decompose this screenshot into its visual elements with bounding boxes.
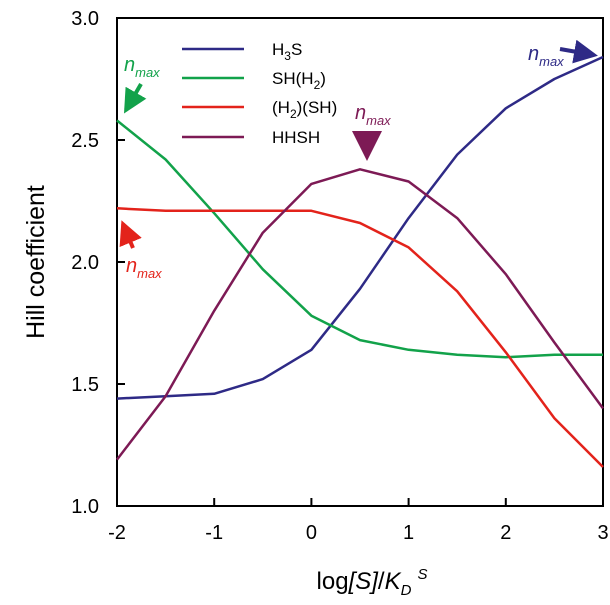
x-axis-title-bracket: [S]	[348, 568, 380, 595]
y-tick-label: 1.0	[71, 496, 99, 518]
legend-label-hhsh: HHSH	[272, 128, 320, 147]
legend: H3S SH(H2) (H2)(SH) HHSH	[182, 40, 337, 147]
plot-area-frame	[116, 17, 604, 507]
x-tick-label: -1	[205, 522, 223, 544]
x-tick-label: -2	[108, 522, 126, 544]
annotation-nmax-h2-sh-label: nmax	[126, 255, 162, 281]
y-axis-ticks: 1.0 1.5 2.0 2.5 3.0	[71, 8, 125, 518]
annotation-nmax-sh-h2-label: nmax	[124, 54, 160, 80]
x-tick-label: 0	[306, 522, 317, 544]
annotation-nmax-h3s-arrow	[559, 39, 598, 64]
x-axis-title-prefix: log	[317, 568, 349, 595]
legend-label-h2-sh: (H2)(SH)	[272, 98, 337, 121]
x-axis-title: log[S]/KDS	[317, 566, 428, 599]
y-axis-title: Hill coefficient	[22, 185, 50, 339]
x-axis-ticks: -2 -1 0 1 2 3	[108, 498, 609, 544]
annotation-nmax-hhsh: nmax	[352, 102, 391, 161]
annotation-nmax-hhsh-label: nmax	[355, 102, 391, 128]
series-line-sh-h2	[116, 119, 603, 359]
series-lines	[116, 55, 605, 468]
annotation-nmax-h2-sh-arrow	[119, 220, 142, 249]
x-tick-label: 2	[500, 522, 511, 544]
x-tick-label: 1	[403, 522, 414, 544]
y-tick-label: 2.5	[71, 130, 99, 152]
series-line-h3s	[116, 55, 604, 400]
series-line-hhsh	[116, 168, 605, 461]
annotation-nmax-h3s-label: nmax	[528, 43, 564, 69]
legend-label-h3s: H3S	[272, 40, 302, 63]
legend-label-sh-h2: SH(H2)	[272, 69, 326, 92]
y-tick-label: 3.0	[71, 8, 99, 30]
annotation-nmax-sh-h2-arrow	[124, 83, 147, 114]
annotation-nmax-sh-h2: nmax	[124, 54, 160, 114]
x-tick-label: 3	[597, 522, 608, 544]
y-tick-label: 1.5	[71, 374, 99, 396]
series-line-h2-sh	[116, 207, 604, 468]
y-tick-label: 2.0	[71, 252, 99, 274]
annotation-nmax-h2-sh: nmax	[119, 220, 162, 281]
